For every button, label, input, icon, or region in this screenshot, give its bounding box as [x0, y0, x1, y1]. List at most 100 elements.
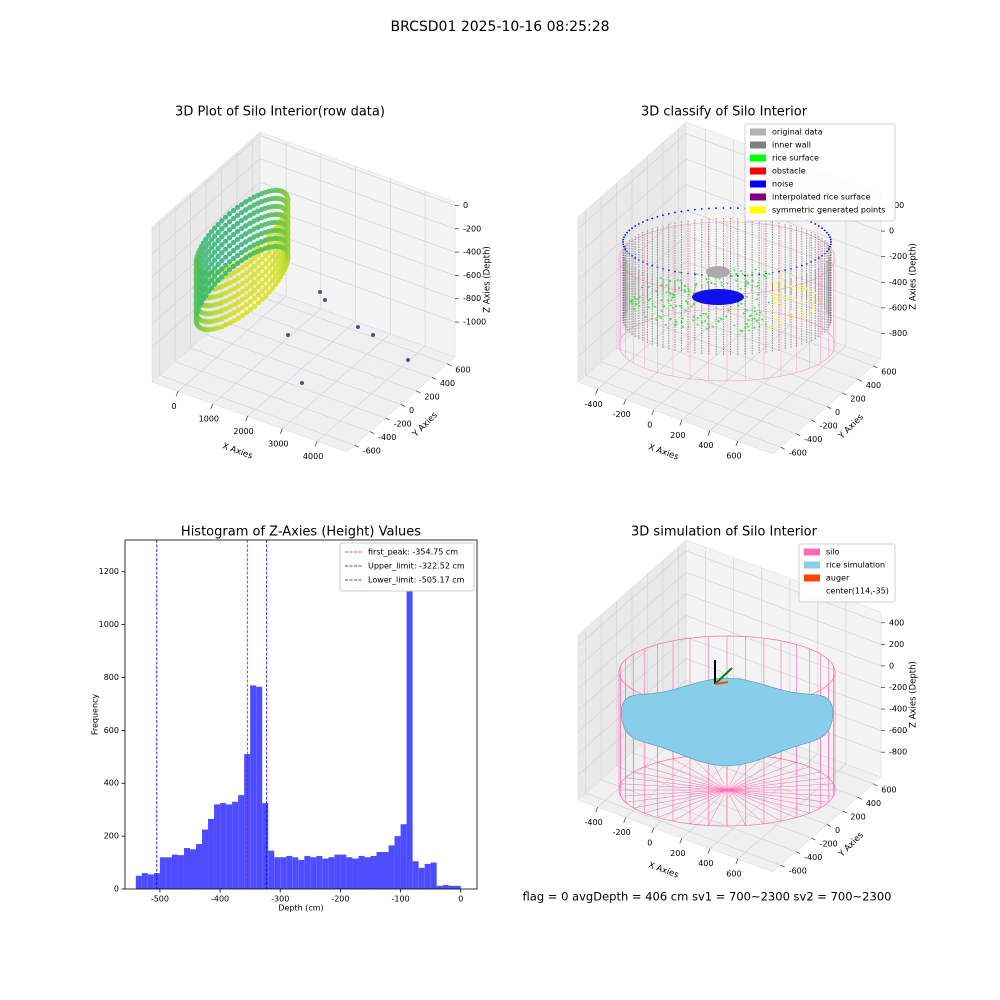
rice-point — [726, 282, 729, 285]
rice-point — [754, 268, 757, 271]
point-cloud — [269, 269, 276, 275]
rice-point — [701, 321, 704, 324]
grid-line — [685, 550, 882, 624]
y-tick-label: -400 — [378, 433, 396, 442]
noise-point — [744, 274, 746, 277]
y-tick — [431, 377, 437, 380]
silo-wire — [672, 758, 728, 791]
rice-point — [764, 270, 767, 273]
rice-point — [775, 282, 778, 285]
rice-point — [748, 329, 751, 332]
rice-point — [781, 277, 784, 280]
legend-label: auger — [826, 574, 850, 583]
point-cloud — [212, 233, 218, 239]
panel-title: 3D Plot of Silo Interior(row data) — [175, 105, 385, 120]
point-cloud — [235, 283, 241, 289]
point-cloud — [251, 226, 257, 232]
x-axis-label: Depth (cm) — [278, 904, 323, 913]
point-cloud — [275, 262, 281, 268]
rice-point — [763, 274, 766, 277]
point-cloud — [219, 234, 225, 240]
z-tick-label: 400 — [889, 618, 904, 627]
grid-line — [601, 361, 797, 434]
bar — [268, 850, 275, 889]
panel-title: Histogram of Z-Axies (Height) Values — [181, 525, 421, 540]
point-cloud — [247, 274, 254, 281]
rice-point — [790, 275, 793, 278]
point-cloud — [259, 280, 265, 286]
noise-point — [814, 223, 817, 225]
rice-point — [672, 294, 675, 297]
rice-point — [648, 297, 651, 300]
legend-swatch — [750, 206, 766, 214]
legend-label: rice simulation — [826, 561, 885, 570]
point-cloud — [205, 280, 212, 287]
point-cloud — [230, 223, 237, 230]
point-cloud — [243, 302, 250, 308]
rice-point — [758, 325, 761, 328]
outlier-point — [371, 333, 375, 337]
point-cloud — [212, 265, 218, 271]
rice-point — [764, 323, 767, 326]
x-tick-label: 200 — [670, 849, 685, 858]
rice-point — [777, 295, 780, 298]
point-cloud — [234, 228, 241, 234]
rice-point — [735, 274, 738, 277]
y-tick — [780, 446, 785, 450]
rice-point — [727, 309, 730, 312]
point-cloud — [203, 284, 209, 290]
z-tick-label: 200 — [889, 201, 904, 210]
point-cloud — [247, 212, 253, 218]
point-cloud — [251, 194, 257, 200]
point-cloud — [266, 257, 272, 263]
panel-title: 3D classify of Silo Interior — [641, 105, 808, 120]
rice-point — [695, 283, 698, 286]
point-cloud — [208, 237, 215, 243]
legend-swatch — [750, 167, 766, 175]
rice-point — [681, 317, 684, 320]
x-tick-label: 400 — [698, 859, 713, 868]
rice-point — [690, 305, 693, 308]
rice-point — [739, 329, 742, 332]
rice-point — [745, 322, 748, 325]
noise-point — [826, 231, 828, 234]
grid-line — [585, 374, 781, 448]
point-cloud — [235, 315, 241, 321]
rice-point — [720, 284, 723, 287]
rice-point — [772, 307, 775, 310]
y-tick — [826, 824, 832, 827]
rice-point — [792, 299, 795, 302]
point-cloud — [208, 245, 215, 251]
silo-wire — [726, 771, 821, 791]
rice-point — [706, 281, 709, 284]
bar — [262, 803, 269, 889]
rice-point — [699, 314, 702, 317]
point-cloud — [215, 261, 221, 267]
bar — [436, 885, 443, 889]
bar — [406, 561, 413, 889]
rice-point — [733, 268, 736, 271]
rice-point — [679, 279, 682, 282]
grid-line — [685, 593, 882, 667]
rice-point — [707, 287, 710, 290]
noise-point — [624, 248, 627, 250]
point-cloud — [230, 247, 237, 254]
y-tick — [795, 433, 801, 436]
point-cloud — [247, 244, 253, 250]
rice-point — [777, 287, 780, 290]
x-tick-label: -400 — [211, 895, 229, 904]
silo-wire — [726, 755, 765, 791]
legend-label: noise — [772, 180, 793, 189]
bar — [202, 829, 209, 889]
rice-point — [800, 301, 803, 304]
point-cloud — [239, 225, 245, 232]
point-cloud — [235, 299, 241, 305]
point-cloud — [222, 238, 229, 244]
noise-point — [634, 257, 637, 259]
grid-line — [259, 205, 456, 276]
rice-point — [771, 293, 774, 296]
legend-label: original data — [772, 128, 823, 137]
bar — [274, 857, 281, 889]
point-cloud — [219, 226, 225, 232]
rice-point — [804, 316, 807, 319]
